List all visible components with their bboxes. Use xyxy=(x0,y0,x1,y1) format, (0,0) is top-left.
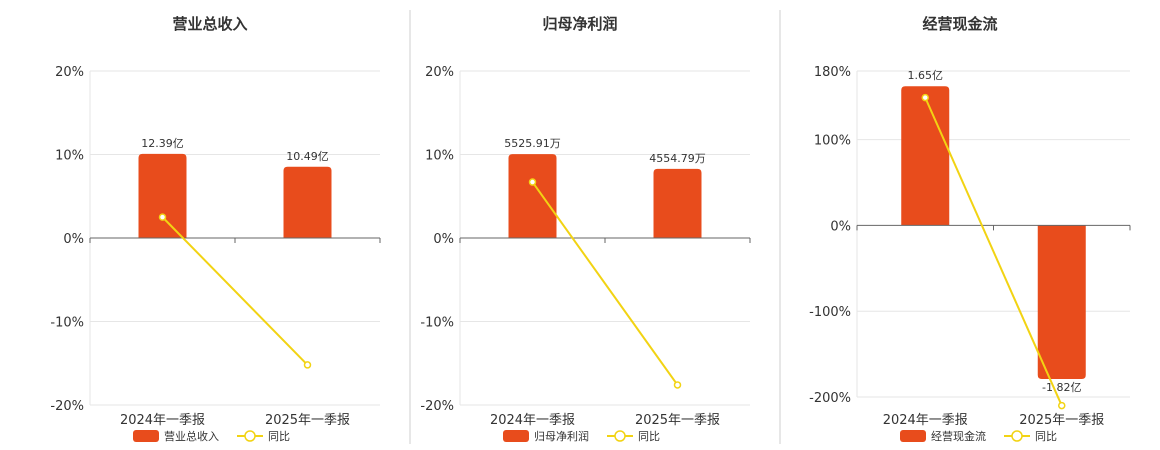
yoy-point xyxy=(528,178,537,186)
legend: 营业总收入 同比 xyxy=(133,429,290,443)
legend: 经营现金流 同比 xyxy=(900,429,1057,443)
yoy-point xyxy=(1058,401,1066,410)
yoy-point xyxy=(921,93,929,102)
y-tick-label: -20% xyxy=(50,399,84,414)
yoy-point xyxy=(673,381,682,389)
y-tick-label: -20% xyxy=(420,399,454,414)
chart-title: 营业总收入 xyxy=(172,15,247,33)
x-category-label: 2025年一季报 xyxy=(265,413,350,428)
y-tick-label: 20% xyxy=(55,65,84,80)
chart-panel-3: 经营现金流 180% 100% 0% -100% -200% 1.65亿 -1.82亿 2024… xyxy=(809,15,1131,443)
bar xyxy=(508,154,557,238)
y-tick-label: -200% xyxy=(809,391,851,406)
x-category-label: 2024年一季报 xyxy=(120,413,205,428)
y-tick-label: 20% xyxy=(425,65,454,80)
yoy-line xyxy=(531,181,679,386)
legend-bar-label: 营业总收入 xyxy=(164,429,219,443)
y-tick-label: 100% xyxy=(814,134,851,149)
y-tick-label: -10% xyxy=(420,316,454,331)
yoy-point xyxy=(158,213,167,221)
chart-title: 归母净利润 xyxy=(542,15,617,33)
legend-line-marker xyxy=(244,430,256,442)
y-tick-label: 180% xyxy=(814,65,851,80)
legend: 归母净利润 同比 xyxy=(503,429,660,443)
y-tick-label: 0% xyxy=(830,219,851,234)
bar-value-label: -1.82亿 xyxy=(1042,381,1081,394)
y-tick-label: 0% xyxy=(63,232,84,247)
yoy-line xyxy=(161,216,309,366)
chart-panel-1: 营业总收入 20% 10% 0% -10% -20% 12.39亿 10.49亿 2024年一季… xyxy=(50,15,381,443)
y-tick-label: 0% xyxy=(433,232,454,247)
legend-bar-label: 归母净利润 xyxy=(534,429,589,443)
bar xyxy=(1037,225,1086,379)
bar-value-label: 1.65亿 xyxy=(908,69,944,82)
bar-value-label: 12.39亿 xyxy=(141,137,184,150)
y-tick-label: 10% xyxy=(55,149,84,164)
chart-title: 经营现金流 xyxy=(922,15,997,33)
bar xyxy=(138,153,187,238)
legend-line-marker xyxy=(1011,430,1023,442)
yoy-point xyxy=(303,361,312,369)
yoy-line xyxy=(924,97,1063,406)
bar xyxy=(901,86,950,226)
legend-bar-swatch xyxy=(503,430,529,442)
legend-bar-swatch xyxy=(900,430,926,442)
y-tick-label: 10% xyxy=(425,149,454,164)
bar xyxy=(283,166,332,238)
legend-bar-label: 经营现金流 xyxy=(931,429,986,443)
x-category-label: 2025年一季报 xyxy=(635,413,720,428)
x-category-label: 2025年一季报 xyxy=(1019,413,1104,428)
bar-value-label: 4554.79万 xyxy=(649,152,706,165)
legend-line-label: 同比 xyxy=(638,430,660,443)
x-category-label: 2024年一季报 xyxy=(490,413,575,428)
legend-line-marker xyxy=(614,430,626,442)
legend-line-label: 同比 xyxy=(1035,430,1057,443)
chart-panel-2: 归母净利润 20% 10% 0% -10% -20% 5525.91万 4554.79万 202… xyxy=(420,15,751,443)
y-tick-label: -10% xyxy=(50,316,84,331)
bar xyxy=(653,168,702,238)
bar-value-label: 5525.91万 xyxy=(504,137,561,150)
y-tick-label: -100% xyxy=(809,305,851,320)
legend-bar-swatch xyxy=(133,430,159,442)
x-category-label: 2024年一季报 xyxy=(883,413,968,428)
legend-line-label: 同比 xyxy=(268,430,290,443)
bar-value-label: 10.49亿 xyxy=(286,150,329,163)
